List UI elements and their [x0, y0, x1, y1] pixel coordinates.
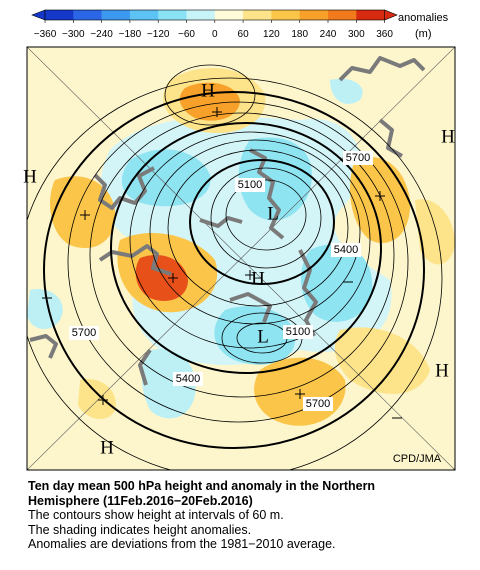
- contour-label-bg: [69, 326, 99, 340]
- colorbar-segment: [158, 10, 187, 20]
- contour-label-bg: [283, 325, 313, 339]
- contour-label-bg: [331, 243, 361, 257]
- colorbar-segment: [186, 10, 216, 20]
- colorbar-tick-label: 0: [212, 29, 218, 40]
- caption-line: The contours show height at intervals of…: [28, 508, 284, 522]
- colorbar-segment: [101, 10, 131, 20]
- colorbar-segment: [45, 10, 74, 20]
- caption-title: Ten day mean 500 hPa height and anomaly …: [28, 479, 376, 493]
- colorbar-tick-label: 120: [263, 29, 280, 40]
- colorbar-title: anomalies: [398, 12, 449, 24]
- contour-label: 5400: [334, 244, 358, 256]
- pressure-center-label: H: [441, 126, 455, 147]
- contour-label: 5100: [286, 326, 310, 338]
- colorbar-segment: [243, 10, 272, 20]
- caption-title: Hemisphere (11Feb.2016−20Feb.2016): [28, 493, 253, 508]
- colorbar-segment: [328, 10, 357, 20]
- pressure-center-label: L: [267, 203, 279, 224]
- map: [27, 47, 455, 470]
- colorbar-segment: [299, 10, 329, 20]
- colorbar-tick-label: −360: [34, 29, 57, 40]
- contour-label-bg: [235, 178, 265, 192]
- colorbar-end: [384, 9, 398, 21]
- map-figure: anomalies (m): [23, 9, 456, 471]
- colorbar: [31, 9, 398, 23]
- credit: CPD/JMA: [393, 453, 442, 465]
- colorbar-segment: [214, 10, 244, 20]
- colorbar-end: [31, 9, 46, 21]
- colorbar-unit: (m): [415, 28, 432, 40]
- contour-label: 5700: [72, 327, 96, 339]
- caption: Ten day mean 500 hPa height and anomaly …: [28, 479, 375, 552]
- colorbar-segment: [356, 10, 385, 20]
- colorbar-tick-label: 180: [291, 29, 308, 40]
- colorbar-segment: [73, 10, 102, 20]
- colorbar-tick-label: −240: [90, 29, 113, 40]
- pressure-center-label: H: [100, 437, 114, 458]
- contour-label-bg: [343, 151, 373, 165]
- colorbar-tick-label: −60: [178, 29, 195, 40]
- contour-label: 5700: [306, 398, 330, 410]
- pressure-center-label: H: [201, 80, 215, 101]
- pressure-center-label: L: [257, 326, 269, 347]
- colorbar-tick-label: −180: [119, 29, 142, 40]
- colorbar-segment: [129, 10, 159, 20]
- pressure-center-label: H: [251, 268, 265, 289]
- colorbar-segment: [271, 10, 300, 20]
- pressure-center-label: H: [23, 166, 37, 187]
- colorbar-tick-label: 360: [376, 29, 393, 40]
- caption-line: Anomalies are deviations from the 1981−2…: [28, 537, 336, 551]
- colorbar-tick-label: 240: [320, 29, 337, 40]
- contour-label: 5700: [346, 152, 370, 164]
- colorbar-tick-label: 60: [238, 29, 250, 40]
- colorbar-tick-label: −120: [147, 29, 170, 40]
- pressure-center-label: H: [435, 360, 449, 381]
- contour-label: 5100: [238, 179, 262, 191]
- contour-label-bg: [303, 397, 333, 411]
- colorbar-tick-label: 300: [348, 29, 365, 40]
- contour-label: 5400: [176, 373, 200, 385]
- anomaly-centers: [42, 107, 402, 419]
- height-contours: [27, 64, 443, 470]
- colorbar-tick-label: −300: [62, 29, 85, 40]
- caption-line: The shading indicates height anomalies.: [28, 522, 252, 537]
- map-frame: [26, 46, 456, 471]
- contour-label-bg: [173, 372, 203, 386]
